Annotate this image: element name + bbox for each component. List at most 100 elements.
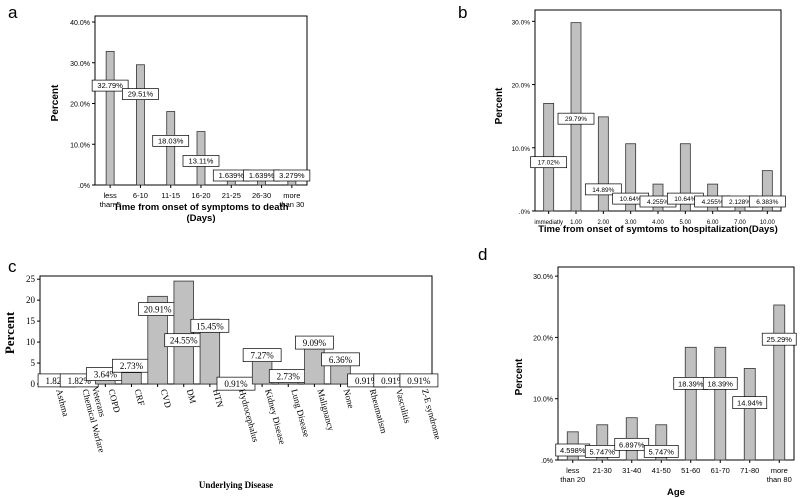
x-tick-label: 6-10 (133, 191, 148, 200)
x-tick-label: 6.00 (707, 220, 719, 226)
x-tick-label: 2.00 (597, 220, 609, 226)
chart-panel-b: b .0% 10.0% 20.0% 30.0% Percent 17.02% immediat… (458, 3, 786, 235)
data-label-box (584, 183, 622, 196)
data-label: 13.11% (189, 156, 214, 165)
chart-panel-d: d.0%10.0%20.0%30.0%Percent4.598%lessthan… (478, 245, 797, 498)
y-tick-label: 20.0% (512, 83, 531, 90)
data-label: 10.64% (620, 196, 642, 203)
data-label-box (321, 352, 360, 367)
data-label: 14.94% (737, 399, 763, 408)
x-tick-label: 26-30 (252, 191, 271, 200)
x-tick-label: than 20 (560, 475, 585, 484)
x-tick-label: more (771, 466, 788, 475)
data-label: 29.51% (128, 90, 154, 99)
x-axis-label: Time from onset of symtoms to hospitaliz… (538, 224, 777, 235)
x-tick-label: more (283, 191, 300, 200)
data-label: 1.82% (45, 376, 69, 386)
bar-d-7 (773, 304, 786, 461)
x-tick-label: Rheumatism (368, 388, 389, 435)
data-label: 17.02% (538, 160, 560, 167)
x-tick-label: CRF (133, 388, 147, 407)
x-tick-label: DM (185, 388, 198, 405)
data-label: 10.64% (674, 196, 696, 203)
data-label: 18.03% (158, 136, 184, 145)
y-tick-label: 20.0% (70, 102, 90, 109)
data-label: 24.55% (170, 336, 198, 346)
data-label-box (748, 195, 786, 208)
data-label: 18.39% (678, 379, 704, 388)
data-label: 5.747% (649, 447, 675, 456)
data-label: 1.639% (219, 171, 245, 180)
x-tick-label: 21-30 (593, 466, 612, 475)
x-tick-label: 4.00 (652, 220, 664, 226)
x-tick-label: immediatly (534, 220, 563, 226)
y-tick-label: 30.0% (512, 19, 531, 26)
data-label: 7.27% (251, 351, 275, 361)
x-tick-label: Kidney Disease (263, 388, 287, 445)
data-label: 3.279% (279, 171, 305, 180)
y-tick-label: 15 (26, 316, 36, 326)
data-label-box (91, 79, 129, 92)
data-label: 0.91% (381, 376, 405, 386)
x-tick-label: less (103, 191, 117, 200)
data-label: 4.255% (647, 199, 669, 206)
x-tick-label: Z-E syndrome (420, 388, 443, 441)
y-tick-label: 25 (26, 274, 36, 284)
x-tick-label: less (566, 466, 580, 475)
data-label-box (273, 169, 311, 182)
x-axis-label: Age (667, 487, 685, 498)
data-label: 3.64% (94, 370, 118, 380)
data-label-box (399, 373, 439, 388)
bar-a-1 (136, 64, 145, 186)
data-label-box (295, 335, 334, 350)
data-label: 4.255% (702, 199, 724, 206)
data-label-box (242, 348, 282, 363)
data-label: 5.747% (590, 447, 616, 456)
data-label-box (190, 318, 230, 333)
y-tick-label: 20 (26, 295, 36, 305)
y-tick-label: 5 (31, 358, 36, 368)
x-tick-label: than 5 (100, 200, 121, 209)
data-label: 4.598% (560, 446, 586, 455)
x-tick-label: 3.00 (625, 220, 637, 226)
data-label: 1.82% (68, 376, 92, 386)
data-label: 25.29% (767, 335, 793, 344)
x-tick-label: than 80 (767, 475, 792, 484)
bar-d-5 (714, 346, 727, 461)
y-tick-label: .0% (519, 209, 530, 216)
data-label: 15.45% (196, 321, 224, 331)
data-label: 20.91% (144, 305, 172, 315)
x-tick-label: Malignancy (315, 388, 336, 433)
chart-panel-a: a .0% 10.0% 20.0% 30.0% 40.0% Percent 32.79% les… (8, 3, 311, 224)
y-tick-label: 10.0% (512, 146, 531, 153)
data-label-box (152, 135, 190, 147)
panel-letter: b (458, 3, 467, 22)
data-label: 1.639% (249, 171, 275, 180)
panel-letter: a (8, 3, 18, 22)
panel-letter: c (8, 257, 17, 276)
y-axis-label: Percent (514, 358, 525, 395)
data-label-box (584, 445, 620, 458)
plot-frame (557, 266, 795, 461)
y-axis-label: Percent (494, 87, 505, 124)
x-tick-label: 31-40 (622, 466, 641, 475)
y-tick-label: .0% (541, 458, 553, 465)
x-tick-label: Hydrocephalus (237, 388, 261, 444)
x-tick-label: 61-70 (711, 466, 730, 475)
x-tick-label: 41-50 (652, 466, 671, 475)
y-tick-label: 10.0% (70, 142, 90, 149)
y-axis-label: Percent (50, 84, 61, 121)
x-tick-label: 16-20 (191, 191, 210, 200)
data-label-box (122, 88, 159, 100)
bar-c-3 (121, 372, 142, 385)
x-tick-label: 71-80 (740, 466, 759, 475)
x-tick-label: 11-15 (161, 191, 180, 200)
chart-panel-c: c0510152025Percent1.82%Asthma1.82%Chemic… (2, 257, 443, 490)
panel-letter: d (478, 245, 487, 264)
x-tick-label: Vasculitis (394, 388, 413, 425)
data-label: 29.79% (565, 116, 587, 123)
data-label: 18.39% (708, 379, 734, 388)
x-tick-label: Lung Disease (289, 388, 311, 438)
data-label: 9.09% (303, 338, 327, 348)
